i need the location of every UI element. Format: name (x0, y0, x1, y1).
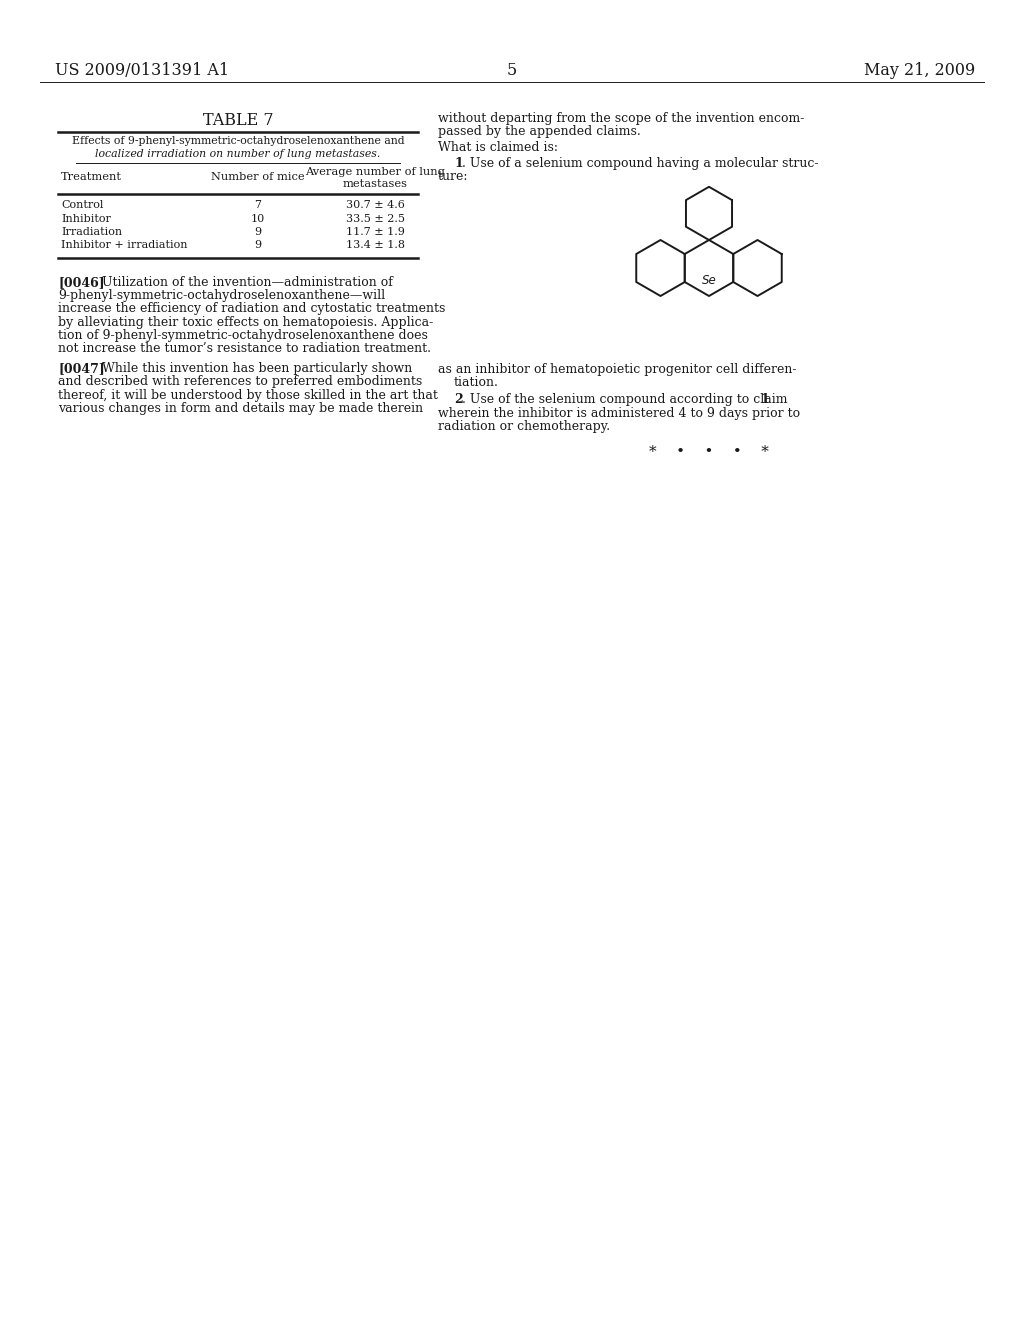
Text: increase the efficiency of radiation and cytostatic treatments: increase the efficiency of radiation and… (58, 302, 445, 315)
Text: Utilization of the invention—administration of: Utilization of the invention—administrat… (102, 276, 393, 289)
Text: Control: Control (61, 201, 103, 210)
Text: 9: 9 (254, 227, 261, 238)
Text: 1: 1 (454, 157, 463, 169)
Text: 1: 1 (761, 393, 770, 407)
Text: without departing from the scope of the invention encom-: without departing from the scope of the … (438, 112, 805, 125)
Text: [0046]: [0046] (58, 276, 104, 289)
Text: 9: 9 (254, 240, 261, 251)
Text: Average number of lung: Average number of lung (305, 168, 445, 177)
Text: . Use of a selenium compound having a molecular struc-: . Use of a selenium compound having a mo… (462, 157, 818, 169)
Text: and described with references to preferred embodiments: and described with references to preferr… (58, 375, 422, 388)
Text: thereof, it will be understood by those skilled in the art that: thereof, it will be understood by those … (58, 388, 438, 401)
Text: 11.7 ± 1.9: 11.7 ± 1.9 (345, 227, 404, 238)
Text: ture:: ture: (438, 170, 469, 182)
Text: tion of 9-phenyl-symmetric-octahydroselenoxanthene does: tion of 9-phenyl-symmetric-octahydrosele… (58, 329, 428, 342)
Text: various changes in form and details may be made therein: various changes in form and details may … (58, 401, 423, 414)
Text: Irradiation: Irradiation (61, 227, 122, 238)
Text: wherein the inhibitor is administered 4 to 9 days prior to: wherein the inhibitor is administered 4 … (438, 407, 800, 420)
Text: as an inhibitor of hematopoietic progenitor cell differen-: as an inhibitor of hematopoietic progeni… (438, 363, 797, 376)
Text: 30.7 ± 4.6: 30.7 ± 4.6 (345, 201, 404, 210)
Text: passed by the appended claims.: passed by the appended claims. (438, 125, 641, 139)
Text: . Use of the selenium compound according to claim: . Use of the selenium compound according… (462, 393, 792, 407)
Text: localized irradiation on number of lung metastases.: localized irradiation on number of lung … (95, 149, 381, 158)
Text: tiation.: tiation. (454, 376, 499, 389)
Text: 33.5 ± 2.5: 33.5 ± 2.5 (345, 214, 404, 223)
Text: Inhibitor + irradiation: Inhibitor + irradiation (61, 240, 187, 251)
Text: 10: 10 (251, 214, 265, 223)
Text: metastases: metastases (342, 180, 408, 189)
Text: 2: 2 (454, 393, 463, 407)
Text: Treatment: Treatment (61, 172, 122, 182)
Text: Se: Se (701, 275, 717, 286)
Text: not increase the tumor’s resistance to radiation treatment.: not increase the tumor’s resistance to r… (58, 342, 431, 355)
Text: While this invention has been particularly shown: While this invention has been particular… (102, 362, 413, 375)
Text: 9-phenyl-symmetric-octahydroselenoxanthene—will: 9-phenyl-symmetric-octahydroselenoxanthe… (58, 289, 385, 302)
Text: Inhibitor: Inhibitor (61, 214, 111, 223)
Text: What is claimed is:: What is claimed is: (438, 141, 558, 154)
Text: 13.4 ± 1.8: 13.4 ± 1.8 (345, 240, 404, 251)
Text: 7: 7 (255, 201, 261, 210)
Text: US 2009/0131391 A1: US 2009/0131391 A1 (55, 62, 229, 79)
Text: radiation or chemotherapy.: radiation or chemotherapy. (438, 420, 610, 433)
Text: *    •    •    •    *: * • • • * (649, 445, 769, 459)
Text: [0047]: [0047] (58, 362, 104, 375)
Text: 5: 5 (507, 62, 517, 79)
Text: Effects of 9-phenyl-symmetric-octahydroselenoxanthene and: Effects of 9-phenyl-symmetric-octahydros… (72, 136, 404, 147)
Text: TABLE 7: TABLE 7 (203, 112, 273, 129)
Text: by alleviating their toxic effects on hematopoiesis. Applica-: by alleviating their toxic effects on he… (58, 315, 433, 329)
Text: Number of mice: Number of mice (211, 172, 305, 182)
Text: May 21, 2009: May 21, 2009 (864, 62, 975, 79)
